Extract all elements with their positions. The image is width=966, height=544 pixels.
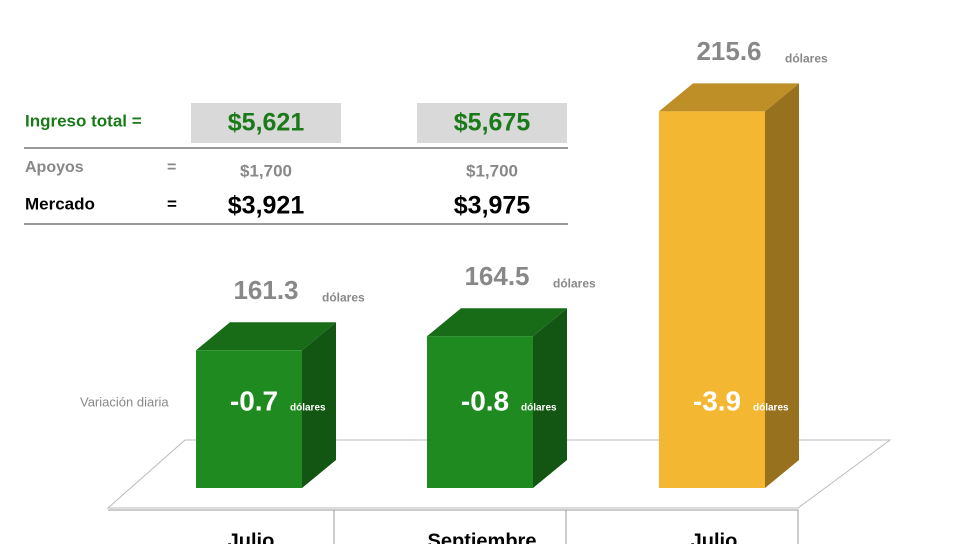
row-label: Apoyos	[25, 159, 84, 176]
bar-top	[427, 308, 567, 337]
unit-label: dólares	[785, 52, 828, 66]
unit-label: dólares	[521, 403, 557, 414]
category-label: Septiembre	[428, 530, 537, 544]
total-label: Ingreso total =	[25, 111, 142, 130]
row-label: Mercado	[25, 194, 95, 213]
change-value: -0.8	[461, 385, 509, 416]
value-label: 161.3	[233, 275, 298, 305]
unit-label: dólares	[290, 403, 326, 414]
total-box	[417, 103, 567, 143]
bar	[427, 336, 533, 488]
bar-side	[765, 83, 799, 489]
bar	[196, 350, 302, 488]
row-value: $1,700	[466, 161, 518, 180]
category-label: Julio	[228, 530, 275, 544]
row-value: $3,975	[454, 192, 531, 220]
change-value: -0.7	[230, 385, 278, 416]
row-value: $3,921	[228, 192, 305, 220]
value-label: 215.6	[696, 36, 761, 66]
row-value: $1,700	[240, 161, 292, 180]
value-label: 164.5	[464, 261, 529, 291]
change-label: Variación diaria	[80, 394, 169, 409]
bar-side	[302, 322, 336, 488]
unit-label: dólares	[322, 290, 365, 304]
category-label: Julio	[691, 530, 738, 544]
unit-label: dólares	[553, 276, 596, 290]
bar-top	[659, 83, 799, 112]
row-eq: =	[167, 194, 177, 213]
unit-label: dólares	[753, 403, 789, 414]
bar	[659, 111, 765, 489]
bar-top	[196, 322, 336, 351]
total-value: $5,621	[228, 109, 305, 137]
total-box	[191, 103, 341, 143]
change-value: -3.9	[693, 385, 741, 416]
bar-side	[533, 308, 567, 488]
row-eq: =	[167, 159, 176, 176]
total-value: $5,675	[454, 109, 531, 137]
